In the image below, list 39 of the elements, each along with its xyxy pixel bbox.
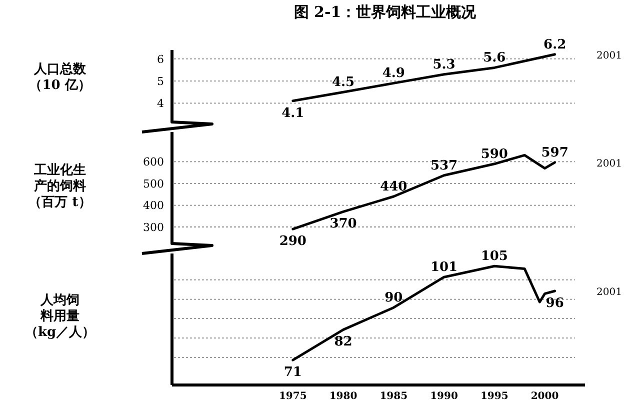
data-label: 537 (430, 158, 458, 174)
data-label: 90 (384, 290, 403, 306)
data-label: 590 (480, 146, 508, 162)
data-label: 4.1 (282, 106, 304, 121)
data-label: 82 (334, 334, 352, 350)
y-tick-label: 500 (143, 177, 164, 190)
text: 2001 (596, 50, 622, 62)
data-label: 4.9 (382, 66, 405, 82)
data-label: 6.2 (544, 37, 566, 52)
y-tick-label: 6 (157, 52, 164, 66)
y-tick-label: 600 (143, 156, 164, 169)
x-tick-label: 2000 (530, 391, 559, 402)
data-label: 5.3 (432, 57, 456, 72)
x-tick-label: 1990 (430, 391, 458, 402)
x-tick-label: 1975 (278, 391, 307, 402)
data-label: 96 (546, 296, 564, 311)
text: 2001 (596, 158, 622, 170)
data-label: 4.5 (332, 75, 355, 90)
line-series (292, 53, 556, 102)
y-tick-label: 5 (157, 75, 164, 88)
y-axis-title: 人均饲料用量（kg／人） (24, 293, 96, 340)
data-label: 5.6 (483, 50, 506, 66)
data-label: 290 (279, 234, 306, 250)
y-tick-label: 300 (143, 220, 164, 234)
data-label: 597 (541, 145, 568, 160)
text: 2001 (596, 286, 622, 298)
y-tick-label: 4 (157, 97, 164, 110)
data-label: 101 (430, 260, 458, 276)
data-label: 105 (480, 249, 508, 264)
y-axis-title: 人口总数（10 亿） (29, 61, 91, 93)
data-label: 440 (380, 180, 408, 195)
y-tick-label: 400 (143, 199, 164, 212)
x-tick-label: 1995 (480, 391, 508, 402)
y-axis-title: 工业化生产的饲料（百万 t） (28, 163, 92, 210)
x-tick-label: 1980 (329, 391, 358, 402)
data-label: 370 (330, 216, 357, 232)
x-tick-label: 1985 (380, 391, 408, 402)
chart-title: 图 2-1：世界饲料工业概况 (294, 3, 478, 21)
data-label: 71 (284, 365, 302, 380)
